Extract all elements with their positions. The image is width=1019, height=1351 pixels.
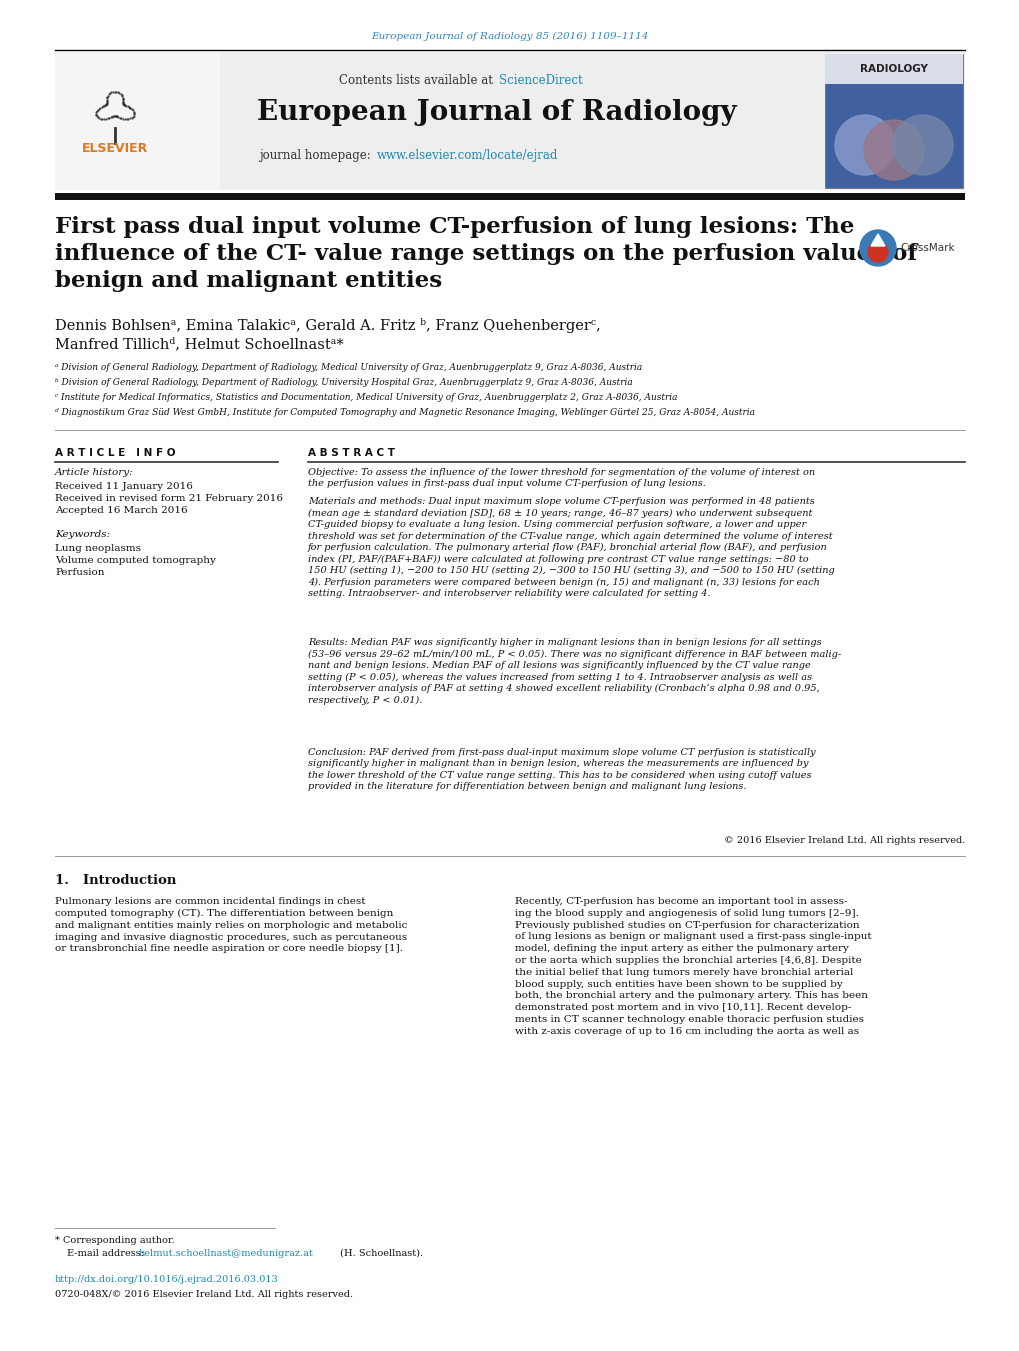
Text: Conclusion: PAF derived from first-pass dual-input maximum slope volume CT perfu: Conclusion: PAF derived from first-pass … (308, 748, 815, 792)
Text: Recently, CT-perfusion has become an important tool in assess-
ing the blood sup: Recently, CT-perfusion has become an imp… (515, 897, 871, 1036)
Text: ELSEVIER: ELSEVIER (82, 142, 148, 154)
Text: ᵇ Division of General Radiology, Department of Radiology, University Hospital Gr: ᵇ Division of General Radiology, Departm… (55, 378, 632, 386)
Text: A B S T R A C T: A B S T R A C T (308, 449, 394, 458)
Circle shape (892, 115, 952, 176)
Text: Results: Median PAF was significantly higher in malignant lesions than in benign: Results: Median PAF was significantly hi… (308, 638, 841, 705)
Circle shape (867, 242, 888, 262)
Text: E-mail address:: E-mail address: (67, 1250, 147, 1258)
Bar (55, 193, 964, 200)
Text: Contents lists available at: Contents lists available at (339, 73, 496, 86)
Polygon shape (870, 234, 884, 246)
Text: (H. Schoellnast).: (H. Schoellnast). (336, 1250, 423, 1258)
Text: ᵈ Diagnostikum Graz Süd West GmbH, Institute for Computed Tomography and Magneti: ᵈ Diagnostikum Graz Süd West GmbH, Insti… (55, 408, 754, 417)
Text: Materials and methods: Dual input maximum slope volume CT-perfusion was performe: Materials and methods: Dual input maximu… (308, 497, 834, 598)
Text: Keywords:: Keywords: (55, 530, 110, 539)
Text: 1.   Introduction: 1. Introduction (55, 874, 176, 888)
Text: Lung neoplasms: Lung neoplasms (55, 544, 141, 553)
Text: RADIOLOGY: RADIOLOGY (859, 63, 927, 74)
Text: helmut.schoellnast@medunigraz.at: helmut.schoellnast@medunigraz.at (139, 1250, 314, 1258)
Text: European Journal of Radiology: European Journal of Radiology (257, 100, 736, 127)
Bar (824, 54, 962, 84)
Text: http://dx.doi.org/10.1016/j.ejrad.2016.03.013: http://dx.doi.org/10.1016/j.ejrad.2016.0… (55, 1275, 278, 1283)
Text: www.elsevier.com/locate/ejrad: www.elsevier.com/locate/ejrad (377, 149, 557, 162)
Text: Received 11 January 2016: Received 11 January 2016 (55, 482, 193, 490)
Text: journal homepage:: journal homepage: (259, 149, 375, 162)
Text: Perfusion: Perfusion (55, 567, 104, 577)
Bar (55, 51, 964, 190)
Text: * Corresponding author.: * Corresponding author. (55, 1236, 174, 1246)
Text: ᵃ Division of General Radiology, Department of Radiology, Medical University of : ᵃ Division of General Radiology, Departm… (55, 363, 642, 372)
Text: CrossMark: CrossMark (899, 243, 954, 253)
Text: A R T I C L E   I N F O: A R T I C L E I N F O (55, 449, 175, 458)
Text: 0720-048X/© 2016 Elsevier Ireland Ltd. All rights reserved.: 0720-048X/© 2016 Elsevier Ireland Ltd. A… (55, 1290, 353, 1300)
Text: ᶜ Institute for Medical Informatics, Statistics and Documentation, Medical Unive: ᶜ Institute for Medical Informatics, Sta… (55, 393, 677, 403)
Text: Volume computed tomography: Volume computed tomography (55, 557, 216, 565)
Text: First pass dual input volume CT-perfusion of lung lesions: The
influence of the : First pass dual input volume CT-perfusio… (55, 216, 916, 292)
Bar (55, 51, 220, 190)
Circle shape (863, 120, 923, 180)
Circle shape (859, 230, 895, 266)
Text: Accepted 16 March 2016: Accepted 16 March 2016 (55, 507, 187, 515)
Text: Received in revised form 21 February 2016: Received in revised form 21 February 201… (55, 494, 282, 503)
Text: © 2016 Elsevier Ireland Ltd. All rights reserved.: © 2016 Elsevier Ireland Ltd. All rights … (722, 836, 964, 844)
Text: ScienceDirect: ScienceDirect (498, 73, 582, 86)
Circle shape (835, 115, 894, 176)
Text: Pulmonary lesions are common incidental findings in chest
computed tomography (C: Pulmonary lesions are common incidental … (55, 897, 407, 954)
Bar (824, 54, 962, 188)
Text: Dennis Bohlsenᵃ, Emina Talakicᵃ, Gerald A. Fritz ᵇ, Franz Quehenbergerᶜ,
Manfred: Dennis Bohlsenᵃ, Emina Talakicᵃ, Gerald … (55, 317, 600, 351)
Text: European Journal of Radiology 85 (2016) 1109–1114: European Journal of Radiology 85 (2016) … (371, 31, 648, 41)
Text: Objective: To assess the influence of the lower threshold for segmentation of th: Objective: To assess the influence of th… (308, 467, 814, 489)
Text: Article history:: Article history: (55, 467, 133, 477)
